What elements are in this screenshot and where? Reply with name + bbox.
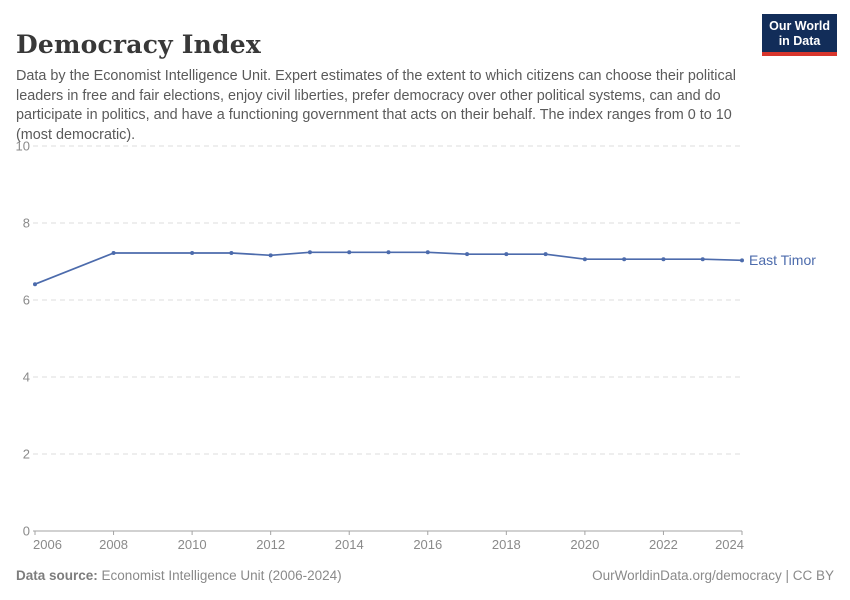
y-tick-label-4: 4 xyxy=(23,370,30,385)
x-tick-label-2024: 2024 xyxy=(715,537,744,552)
data-point-2024[interactable] xyxy=(740,258,744,263)
data-point-2006[interactable] xyxy=(33,282,37,287)
y-tick-label-2: 2 xyxy=(23,447,30,462)
data-source-note: Data source: Economist Intelligence Unit… xyxy=(16,568,342,583)
data-point-2022[interactable] xyxy=(661,257,666,262)
data-point-2023[interactable] xyxy=(700,257,705,262)
owid-logo[interactable]: Our World in Data xyxy=(762,14,837,56)
data-point-2015[interactable] xyxy=(386,250,391,255)
x-tick-label-2022: 2022 xyxy=(649,537,678,552)
chart-plot[interactable]: 0 2 4 6 8 10 2006 2008 2010 2012 2014 2016 2018 2020 2… xyxy=(0,135,850,555)
x-tick-label-2016: 2016 xyxy=(413,537,442,552)
x-tick-label-2008: 2008 xyxy=(99,537,128,552)
data-point-2021[interactable] xyxy=(622,257,627,262)
y-tick-label-8: 8 xyxy=(23,216,30,231)
data-source-label: Data source: xyxy=(16,568,98,583)
data-point-2012[interactable] xyxy=(268,253,273,258)
data-source-text: Economist Intelligence Unit (2006-2024) xyxy=(101,568,342,583)
data-point-2014[interactable] xyxy=(347,250,352,255)
data-point-2011[interactable] xyxy=(229,251,234,256)
x-tick-label-2018: 2018 xyxy=(492,537,521,552)
page-title: Democracy Index xyxy=(16,29,261,59)
data-point-2020[interactable] xyxy=(582,257,587,262)
data-point-2013[interactable] xyxy=(307,250,312,255)
owid-logo-line1: Our World xyxy=(769,19,830,33)
data-point-2017[interactable] xyxy=(465,252,470,257)
x-tick-label-2010: 2010 xyxy=(178,537,207,552)
data-point-2016[interactable] xyxy=(425,250,430,255)
y-tick-label-10: 10 xyxy=(16,139,30,154)
y-tick-label-0: 0 xyxy=(23,524,30,539)
data-point-2008[interactable] xyxy=(111,251,116,256)
chart-footer: Data source: Economist Intelligence Unit… xyxy=(16,568,834,583)
y-tick-label-6: 6 xyxy=(23,293,30,308)
x-tick-label-2012: 2012 xyxy=(256,537,285,552)
series-line-east-timor[interactable] xyxy=(34,251,743,285)
chart-subtitle: Data by the Economist Intelligence Unit.… xyxy=(16,68,736,143)
credit-link[interactable]: OurWorldinData.org/democracy | CC BY xyxy=(592,568,834,583)
x-tick-label-2006: 2006 xyxy=(33,537,62,552)
series-label-east-timor[interactable]: East Timor xyxy=(749,252,816,268)
x-tick-label-2020: 2020 xyxy=(570,537,599,552)
data-point-2010[interactable] xyxy=(190,251,195,256)
data-point-2019[interactable] xyxy=(543,252,548,257)
data-point-2018[interactable] xyxy=(504,252,509,257)
x-tick-label-2014: 2014 xyxy=(335,537,364,552)
owid-logo-line2: in Data xyxy=(778,34,821,48)
